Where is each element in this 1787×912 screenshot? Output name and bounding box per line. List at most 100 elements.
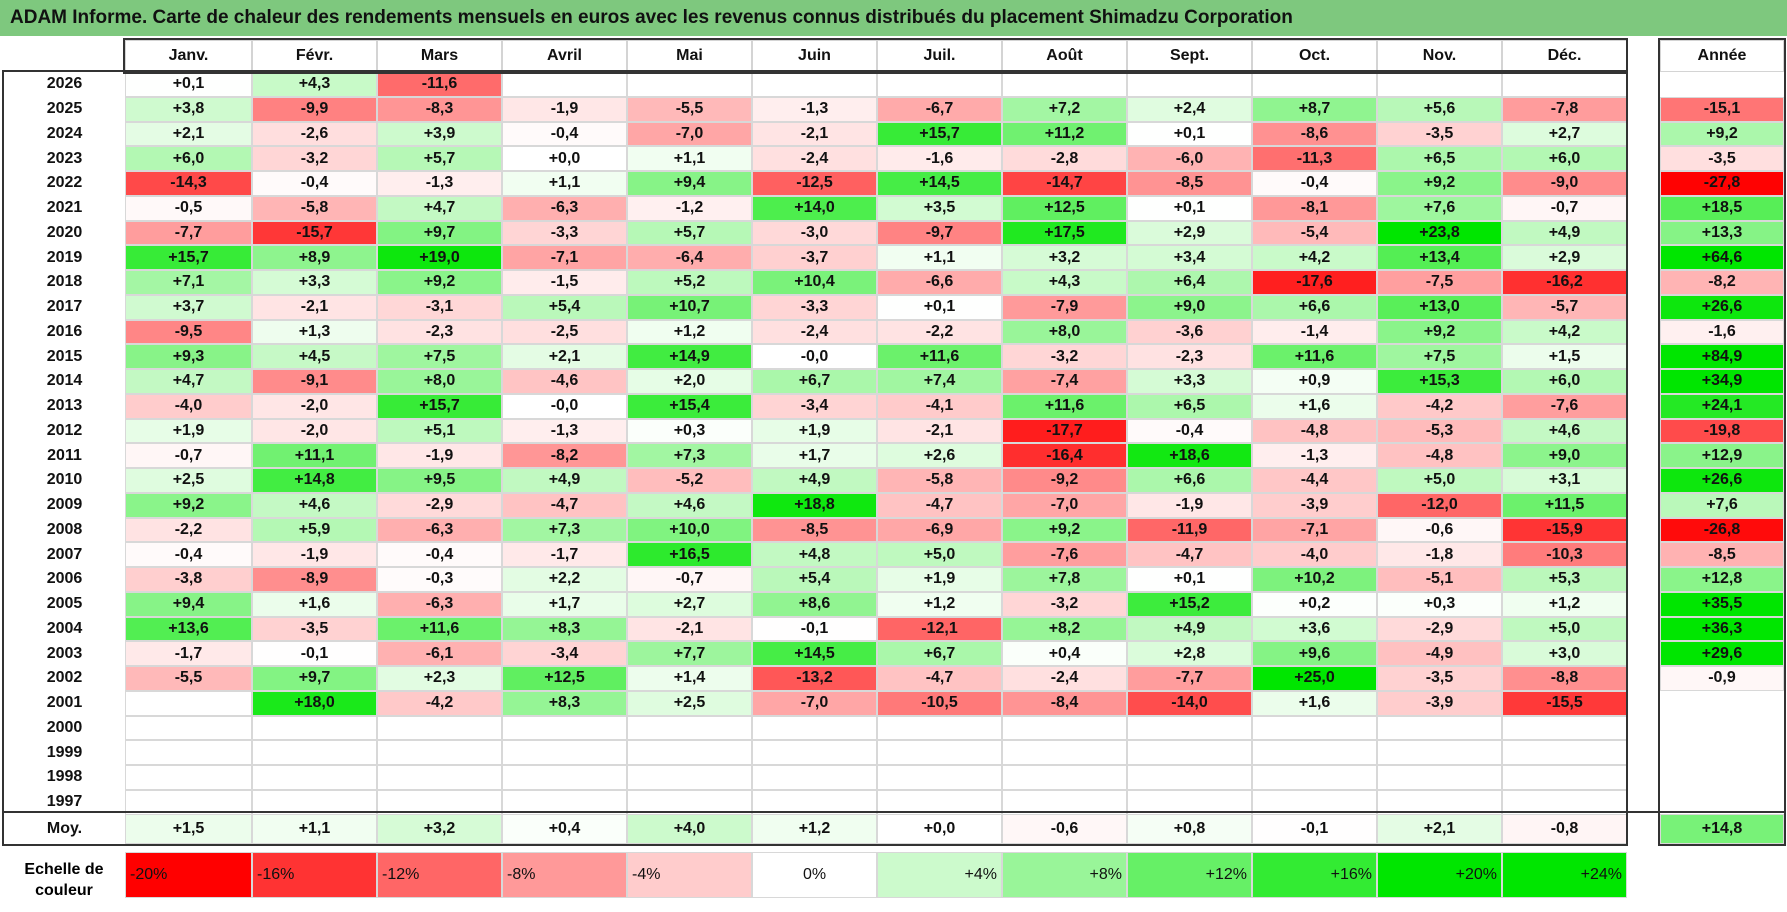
heatmap-cell: +1,2 [877, 591, 1002, 617]
heatmap-cell: +1,2 [1502, 591, 1627, 617]
heatmap-cell: -0,4 [502, 121, 627, 147]
heatmap-cell: +10,0 [627, 517, 752, 543]
heatmap-cell: -3,9 [1252, 492, 1377, 518]
average-cell: -0,8 [1502, 814, 1627, 844]
annual-cell [1660, 72, 1784, 97]
heatmap-cell [1127, 715, 1252, 741]
annual-cell [1660, 789, 1784, 815]
heatmap-cell: +2,2 [502, 567, 627, 592]
heatmap-cell: -0,1 [252, 641, 377, 666]
annual-cell: +12,8 [1660, 567, 1784, 592]
heatmap-cell: +2,3 [377, 666, 502, 691]
heatmap-cell: -11,3 [1252, 146, 1377, 171]
heatmap-cell: +8,0 [377, 369, 502, 394]
heatmap-cell: -2,8 [1002, 146, 1127, 171]
heatmap-cell [1127, 740, 1252, 765]
annual-cell: +29,6 [1660, 641, 1784, 666]
heatmap-cell: -8,6 [1252, 121, 1377, 147]
heatmap-cell: +1,1 [502, 171, 627, 196]
heatmap-cell: +1,7 [502, 591, 627, 617]
heatmap-cell: +4,3 [252, 72, 377, 97]
heatmap-cell: +23,8 [1377, 220, 1502, 246]
heatmap-cell: +3,3 [1127, 369, 1252, 394]
heatmap-cell: -3,8 [125, 567, 252, 592]
heatmap-cell: -4,7 [502, 492, 627, 518]
month-header: Déc. [1502, 40, 1627, 72]
heatmap-cell: -3,7 [752, 245, 877, 270]
heatmap-cell [1002, 765, 1127, 790]
heatmap-cell: -6,0 [1127, 146, 1252, 171]
heatmap-cell [627, 72, 752, 97]
heatmap-cell: -5,8 [877, 468, 1002, 493]
heatmap-cell: -0,4 [1252, 171, 1377, 196]
heatmap-cell: -14,7 [1002, 171, 1127, 196]
heatmap-cell [877, 765, 1002, 790]
heatmap-cell: +1,9 [877, 567, 1002, 592]
month-header: Août [1002, 40, 1127, 72]
heatmap-cell: +5,0 [1502, 616, 1627, 642]
heatmap-cell: +15,7 [377, 393, 502, 419]
heatmap-cell: -0,4 [377, 542, 502, 567]
heatmap-cell: +18,6 [1127, 443, 1252, 468]
heatmap-cell: +8,6 [752, 591, 877, 617]
heatmap-cell: +4,9 [1127, 616, 1252, 642]
heatmap-cell [1377, 715, 1502, 741]
heatmap-cell: +2,4 [1127, 96, 1252, 122]
heatmap-cell: -1,9 [1127, 492, 1252, 518]
heatmap-cell: +12,5 [502, 666, 627, 691]
heatmap-cell [1002, 715, 1127, 741]
heatmap-cell: -1,5 [502, 270, 627, 295]
heatmap-cell: +7,5 [1377, 344, 1502, 369]
heatmap-cell: -1,3 [502, 418, 627, 444]
heatmap-cell: +1,6 [1252, 690, 1377, 716]
average-cell: +1,2 [752, 814, 877, 844]
heatmap-cell: -0,7 [627, 567, 752, 592]
heatmap-cell [377, 715, 502, 741]
heatmap-cell: -2,4 [752, 146, 877, 171]
heatmap-cell: -0,0 [502, 393, 627, 419]
heatmap-cell: +2,8 [1127, 641, 1252, 666]
annual-cell: -8,2 [1660, 270, 1784, 295]
heatmap-cell: +13,0 [1377, 294, 1502, 320]
year-label: 2025 [4, 96, 125, 122]
heatmap-cell: -4,7 [1127, 542, 1252, 567]
color-scale-step: +12% [1127, 852, 1252, 898]
heatmap-cell: -3,6 [1127, 319, 1252, 345]
heatmap-cell: +3,1 [1502, 468, 1627, 493]
heatmap-cell: -8,4 [1002, 690, 1127, 716]
annual-cell: -26,8 [1660, 517, 1784, 543]
heatmap-cell: -4,9 [1377, 641, 1502, 666]
heatmap-cell: +2,6 [877, 443, 1002, 468]
heatmap-cell: -7,6 [1502, 393, 1627, 419]
heatmap-cell: -3,0 [752, 220, 877, 246]
year-label: 1998 [4, 765, 125, 790]
heatmap-cell: -2,0 [252, 418, 377, 444]
heatmap-cell [752, 789, 877, 815]
color-scale-step: -12% [377, 852, 502, 898]
annual-cell: +13,3 [1660, 220, 1784, 246]
heatmap-cell: -4,0 [1252, 542, 1377, 567]
average-annual-cell: +14,8 [1660, 814, 1784, 844]
heatmap-cell: +2,7 [627, 591, 752, 617]
heatmap-cell: +6,5 [1377, 146, 1502, 171]
heatmap-cell [1127, 72, 1252, 97]
annual-cell: +9,2 [1660, 121, 1784, 147]
heatmap-cell: +15,7 [125, 245, 252, 270]
heatmap-cell: +3,8 [125, 96, 252, 122]
heatmap-cell: -4,8 [1252, 418, 1377, 444]
heatmap-cell: -1,7 [502, 542, 627, 567]
year-label: 2007 [4, 542, 125, 567]
heatmap-cell: +8,2 [1002, 616, 1127, 642]
heatmap-cell: +11,1 [252, 443, 377, 468]
heatmap-cell: +5,0 [877, 542, 1002, 567]
heatmap-cell: -5,3 [1377, 418, 1502, 444]
heatmap-cell: -6,1 [377, 641, 502, 666]
heatmap-cell: +4,6 [627, 492, 752, 518]
heatmap-cell: +0,3 [1377, 591, 1502, 617]
heatmap-cell [1127, 765, 1252, 790]
annual-cell: -27,8 [1660, 171, 1784, 196]
heatmap-cell: +7,8 [1002, 567, 1127, 592]
chart-title: ADAM Informe. Carte de chaleur des rende… [0, 0, 1787, 36]
heatmap-cell: -8,8 [1502, 666, 1627, 691]
heatmap-cell: -8,9 [252, 567, 377, 592]
